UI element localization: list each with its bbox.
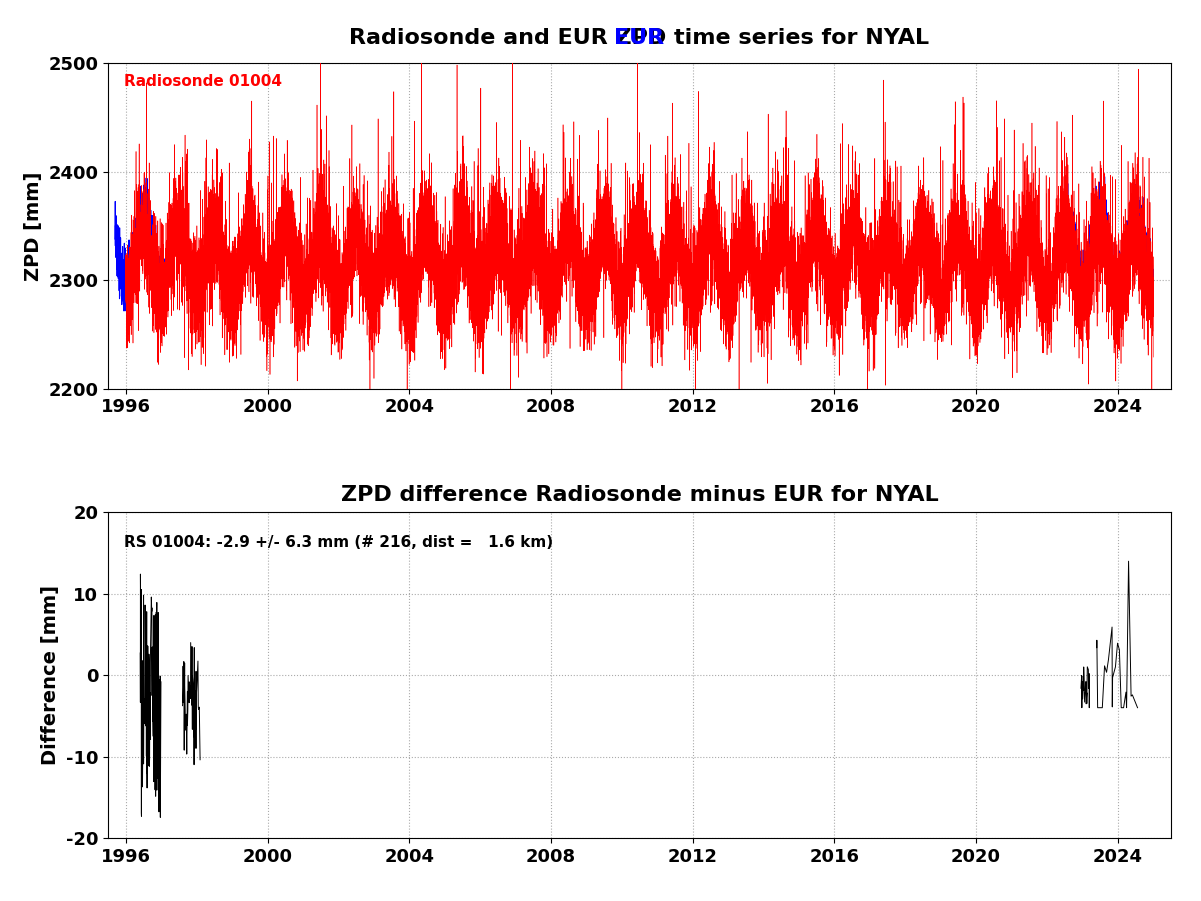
Y-axis label: Difference [mm]: Difference [mm] bbox=[41, 585, 60, 765]
Text: Radiosonde 01004: Radiosonde 01004 bbox=[124, 75, 282, 89]
Text: RS 01004: -2.9 +/- 6.3 mm (# 216, dist =   1.6 km): RS 01004: -2.9 +/- 6.3 mm (# 216, dist =… bbox=[124, 535, 554, 551]
Title: ZPD difference Radiosonde minus EUR for NYAL: ZPD difference Radiosonde minus EUR for … bbox=[341, 486, 938, 505]
Text: EUR: EUR bbox=[615, 29, 664, 49]
Y-axis label: ZPD [mm]: ZPD [mm] bbox=[24, 171, 43, 280]
Text: Radiosonde and EUR ZPD time series for NYAL: Radiosonde and EUR ZPD time series for N… bbox=[349, 29, 930, 49]
